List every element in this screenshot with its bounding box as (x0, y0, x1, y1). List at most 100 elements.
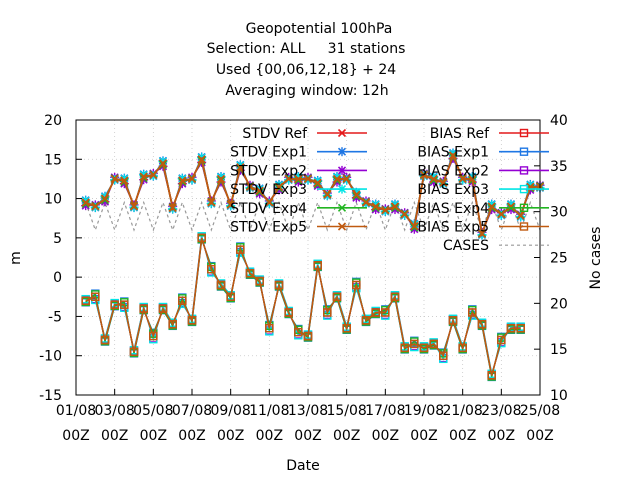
marker-stroke (323, 190, 332, 199)
marker-stroke (381, 206, 390, 215)
marker-square (226, 292, 235, 301)
x-tick-label-hour: 00Z (178, 428, 205, 444)
series-stdv-exp5-point (265, 198, 274, 207)
series-cases (85, 200, 541, 232)
series-stdv-exp5-point (207, 198, 216, 207)
series-bias-exp5-point (448, 316, 458, 325)
series-bias-exp5-point (274, 280, 284, 290)
series-stdv-exp5-point (178, 176, 187, 185)
marker-stroke (110, 174, 119, 183)
series-bias-exp5-point (487, 371, 496, 380)
marker-stroke (81, 198, 90, 207)
marker-square (294, 327, 303, 337)
x-tick-label-hour: 00Z (217, 428, 244, 444)
marker-stroke (129, 202, 139, 211)
marker-stroke (332, 174, 342, 183)
legend-marker (337, 165, 347, 175)
marker-square (390, 292, 400, 301)
marker-square (497, 335, 506, 345)
y-tick-label: 15 (44, 152, 62, 168)
marker-square (519, 184, 529, 194)
marker-stroke (352, 190, 361, 199)
marker-stroke (487, 202, 496, 211)
marker-stroke (149, 170, 158, 180)
marker-stroke (294, 174, 303, 183)
series-bias-exp5-point (497, 335, 506, 345)
legend-item: STDV Exp5 (230, 220, 367, 236)
marker-stroke (245, 182, 255, 191)
series-bias-exp5-point (516, 324, 525, 333)
x-tick-label-date: 11/08 (249, 403, 289, 419)
series-stdv-exp5-point (226, 200, 235, 209)
marker-square (419, 343, 429, 353)
series-stdv-exp5-point (129, 202, 139, 211)
series-bias-exp5-point (477, 320, 487, 329)
legend-item: BIAS Exp5 (417, 220, 549, 236)
x-tick-label-hour: 00Z (526, 428, 553, 444)
marker-square (410, 339, 419, 349)
marker-square (274, 280, 284, 290)
series-stdv-exp5-point (245, 182, 255, 191)
marker-square (519, 203, 529, 213)
series-stdv-exp5-point (303, 174, 313, 183)
marker-stroke (337, 222, 347, 231)
marker-square (371, 308, 380, 317)
marker-square (81, 296, 90, 305)
y-tick-label: -5 (48, 309, 62, 325)
legend-marker (337, 203, 347, 212)
marker-stroke (216, 174, 226, 183)
marker-square (519, 147, 529, 156)
series-stdv-exp5-point (120, 176, 129, 185)
x-tick-label-hour: 00Z (62, 428, 89, 444)
marker-stroke (178, 176, 187, 185)
x-tick-label-date: 05/08 (133, 403, 173, 419)
legend-item: STDV Exp1 (230, 145, 367, 161)
series-bias-exp5-point (342, 324, 351, 333)
y-tick-label: 0 (53, 270, 62, 286)
marker-stroke (439, 178, 448, 187)
series-bias-exp5-point (149, 331, 158, 341)
legend-marker (337, 222, 347, 231)
marker-square (352, 280, 361, 290)
series-bias-exp5-point (120, 300, 129, 309)
series-bias-exp5-line (85, 237, 521, 376)
y2-axis-label: No cases (588, 227, 604, 290)
series-stdv-exp5-point (506, 202, 516, 211)
x-tick-label-date: 19/08 (404, 403, 444, 419)
marker-square (284, 308, 293, 317)
series-stdv-exp4-point (100, 196, 110, 205)
x-tick-label-hour: 00Z (449, 428, 476, 444)
marker-square (110, 300, 119, 309)
legend-label: BIAS Exp2 (417, 163, 489, 179)
marker-stroke (468, 174, 477, 183)
marker-stroke (100, 194, 110, 203)
x-tick-label-hour: 00Z (140, 428, 167, 444)
marker-stroke (91, 202, 100, 211)
marker-stroke (313, 180, 322, 189)
series-bias-exp5-point (216, 280, 226, 290)
series-bias-exp5-point (284, 308, 293, 317)
marker-stroke (371, 202, 380, 211)
y-tick-label: 5 (53, 231, 62, 247)
marker-stroke (81, 200, 90, 209)
series-bias-exp5-point (91, 292, 100, 301)
series-bias-exp5-point (468, 308, 477, 317)
series-bias-exp5-point (506, 324, 516, 333)
series-stdv-exp5-point (255, 186, 264, 195)
series-stdv-exp5-point (197, 155, 206, 164)
legend-label: BIAS Exp5 (417, 220, 489, 236)
marker-square (303, 331, 313, 341)
marker-stroke (197, 155, 206, 164)
series-bias-exp5-point (458, 343, 467, 353)
legend-marker (337, 128, 347, 138)
x-axis-label: Date (286, 458, 319, 474)
marker-square (361, 316, 371, 325)
series-stdv-exp5-point (352, 190, 361, 199)
plot-frame (75, 119, 541, 396)
series-bias-exp5-point (410, 339, 419, 349)
series-bias-exp5-point (168, 320, 177, 329)
marker-square (448, 316, 458, 325)
marker-stroke (207, 198, 216, 207)
marker-square (506, 324, 516, 333)
marker-square (519, 222, 529, 231)
